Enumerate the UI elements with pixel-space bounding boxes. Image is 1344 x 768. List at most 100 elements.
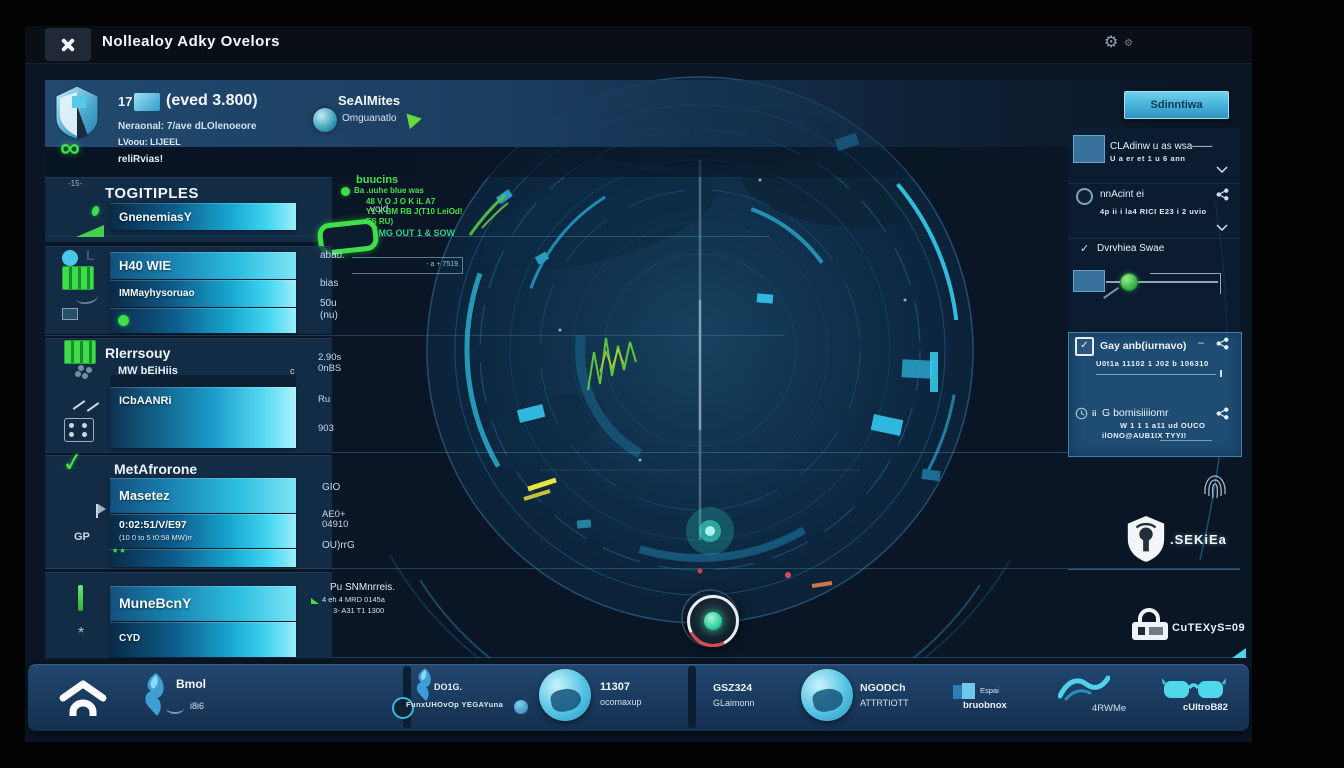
settings-gear-small-icon[interactable]: ⚙	[1124, 38, 1133, 49]
nav-item-label[interactable]: 11307	[600, 681, 630, 693]
divider	[45, 452, 1240, 453]
nav-item-label[interactable]: Bmol	[176, 677, 206, 691]
card5-subtitle-2: ilONO@AUB1IX TYYI!	[1102, 431, 1187, 440]
value-label: Ru	[318, 394, 331, 405]
status-dot	[118, 315, 129, 326]
frame-top	[0, 0, 1344, 26]
progress-bar: MuneBcnY	[110, 586, 296, 621]
creature-icon[interactable]	[138, 670, 174, 720]
value-bracket: - a + 7519	[352, 257, 463, 274]
profile-shield-logo[interactable]	[52, 84, 102, 140]
share-icon[interactable]	[1216, 337, 1229, 350]
divider	[45, 568, 1240, 569]
glasses-icon[interactable]	[1162, 674, 1226, 706]
record-button[interactable]	[687, 595, 739, 647]
section-munelicny: MuneBcnY CYD *	[45, 572, 332, 658]
mini-battery-icon	[62, 308, 78, 320]
nav-item-label[interactable]: DO1G.	[434, 682, 463, 692]
star-icon: *	[78, 625, 85, 642]
chevron-down-icon[interactable]	[1216, 224, 1228, 231]
card1-swatch[interactable]	[1073, 135, 1105, 163]
note-line: Ba .uuhe blue was	[354, 186, 424, 195]
rail-note-label: -15-	[68, 179, 83, 188]
underline	[1096, 374, 1216, 375]
nav-item-sublabel[interactable]: cUltroB82	[1183, 702, 1228, 713]
home-button[interactable]	[57, 676, 109, 718]
green-pipe-icon	[78, 585, 83, 611]
value-label: OU)rrG	[322, 540, 355, 551]
bar-label: 0:02:51/V/E97	[119, 519, 187, 531]
card5-title[interactable]: G bomisiiiiomr	[1102, 407, 1169, 419]
progress-bar	[110, 308, 296, 333]
card3-title[interactable]: Dvrvhiea Swae	[1097, 243, 1165, 254]
divider	[1068, 569, 1240, 570]
chevron-down-icon[interactable]	[1216, 166, 1228, 173]
creature-icon[interactable]	[408, 666, 442, 704]
inbox-icon[interactable]	[953, 685, 964, 699]
header-substrip	[45, 147, 1065, 177]
progress-bar	[110, 549, 296, 567]
bar-value: void	[370, 204, 389, 215]
share-icon[interactable]	[1216, 188, 1229, 201]
progress-bar: GnenemiasY	[110, 203, 296, 230]
curve-icon	[166, 702, 184, 714]
nav-item-label[interactable]: GSZ324	[713, 682, 753, 694]
card1-title[interactable]: CLAdinw u as wsa——	[1110, 141, 1213, 152]
progress-bar: H40 WIE	[110, 252, 296, 279]
slider-knob[interactable]	[1120, 273, 1138, 291]
nav-item-label[interactable]: NGODCh	[860, 682, 906, 694]
nav-avatar[interactable]	[801, 669, 853, 721]
value-label: 0nBS	[318, 363, 342, 374]
window-title: Nollealoy Adky Ovelors	[102, 33, 281, 50]
bracket-note: - a + 7519	[426, 261, 458, 268]
shield-icon[interactable]	[1124, 514, 1168, 562]
value-label: 2.90s	[318, 352, 342, 363]
satellites-title: SeAlMites	[338, 93, 401, 108]
section-title: TOGITIPLES	[105, 185, 199, 202]
slider-track[interactable]	[1106, 281, 1218, 283]
section-h2o: H40 WIE IMMayhysoruao	[45, 246, 332, 334]
nav-avatar[interactable]	[539, 669, 591, 721]
nav-item-sublabel[interactable]: bruobnox	[963, 700, 1007, 711]
highlighted-card[interactable]	[1068, 332, 1242, 457]
nav-item-sublabel: i8i6	[190, 701, 205, 711]
note-line: 4 eh 4 MRD 0145a	[322, 595, 385, 604]
flower-icon	[78, 365, 84, 371]
card2-title[interactable]: nnAcint ei	[1100, 189, 1144, 200]
value-label: 50u	[320, 298, 337, 309]
wave-icon[interactable]	[1058, 672, 1110, 702]
bar-label: IMMayhysoruao	[119, 288, 195, 299]
slider-swatch[interactable]	[1073, 270, 1105, 292]
settings-gear-icon[interactable]: ⚙	[1104, 34, 1119, 51]
flag-icon	[96, 504, 106, 518]
nav-item-sublabel: ocomaxup	[600, 697, 642, 707]
checkbox-icon[interactable]: ✓	[1075, 337, 1094, 356]
app-icon[interactable]	[45, 28, 91, 61]
titlebar: Nollealoy Adky Ovelors ⚙ ⚙	[25, 26, 1252, 64]
row-label: MW bEiHiis	[118, 365, 178, 377]
bar-label: GnenemiasY	[119, 210, 192, 224]
frame-bottom	[0, 742, 1344, 768]
lock-icon[interactable]	[1128, 608, 1174, 642]
value-label: AE0+	[322, 509, 346, 520]
action-button[interactable]: Sdinntiwa	[1124, 91, 1229, 119]
header-band	[45, 80, 1240, 147]
nav-item-label: Espai	[980, 686, 999, 695]
clock-icon	[1075, 407, 1088, 420]
share-icon[interactable]	[1216, 407, 1229, 420]
bar-label: ICbAANRi	[119, 395, 172, 407]
check-icon: ✓	[59, 445, 86, 479]
lock-label: CuTEXyS=09	[1172, 622, 1246, 634]
check-icon: ✓	[1080, 243, 1090, 255]
card1-subtitle: U a er et 1 u 6 ann	[1110, 154, 1186, 163]
jack-star-icon	[59, 36, 77, 54]
fingerprint-icon[interactable]	[1202, 472, 1228, 502]
card4-title[interactable]: Gay anb(iurnavo)	[1100, 340, 1187, 352]
green-arrow-icon	[406, 110, 424, 130]
row-label-end: c	[290, 366, 295, 376]
bar-label: CYD	[119, 633, 141, 644]
nav-item-sublabel[interactable]: 4RWMe	[1092, 703, 1127, 714]
bar-label: MuneBcnY	[119, 595, 192, 611]
inbox-icon-2	[962, 683, 975, 699]
